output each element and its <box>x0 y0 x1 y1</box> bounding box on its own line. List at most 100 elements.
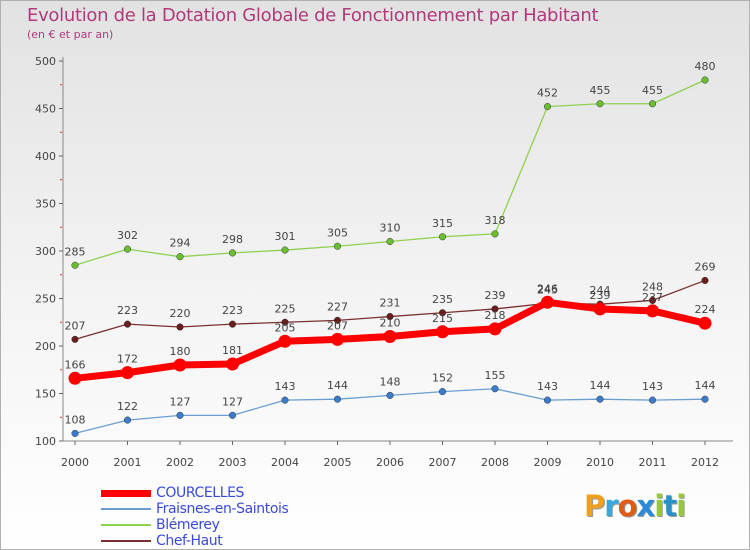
data-label-bl-merey: 285 <box>65 245 86 258</box>
data-label-courcelles: 210 <box>380 317 401 330</box>
point-bl-merey <box>543 103 552 111</box>
data-label-courcelles: 224 <box>695 303 716 316</box>
data-label-bl-merey: 301 <box>275 230 296 243</box>
data-label-chef-haut: 244 <box>590 284 611 297</box>
legend-label-blemerey: Blémerey <box>156 517 220 533</box>
point-courcelles <box>488 322 502 336</box>
point-courcelles <box>541 295 554 309</box>
data-label-courcelles: 181 <box>222 344 243 357</box>
data-label-bl-merey: 294 <box>170 237 191 250</box>
data-label-fraisnes-en-saintois: 108 <box>65 413 86 426</box>
legend-swatch-fraisnes <box>101 508 151 510</box>
legend-item-courcelles[interactable]: COURCELLES <box>101 485 288 501</box>
data-label-courcelles: 215 <box>432 312 453 325</box>
point-chef-haut <box>701 276 709 285</box>
data-label-chef-haut: 248 <box>642 280 663 293</box>
point-bl-merey <box>386 237 394 246</box>
legend-swatch-blemerey <box>101 524 151 526</box>
point-chef-haut <box>386 313 394 321</box>
point-courcelles <box>278 334 292 348</box>
point-bl-merey <box>596 100 604 108</box>
point-chef-haut <box>228 320 237 328</box>
data-label-bl-merey: 305 <box>327 226 348 239</box>
legend-swatch-chef-haut <box>101 540 151 542</box>
data-label-bl-merey: 310 <box>380 222 401 235</box>
point-courcelles <box>226 357 239 371</box>
point-fraisnes-en-saintois <box>648 396 657 404</box>
point-chef-haut <box>123 320 132 328</box>
point-bl-merey <box>281 246 289 254</box>
data-label-bl-merey: 480 <box>695 60 716 73</box>
x-tick-label: 2009 <box>534 456 562 469</box>
point-fraisnes-en-saintois <box>71 429 79 437</box>
chart-svg: 100 150 200 250 300 350 400 450 500 2000 2001 2002 2… <box>35 55 733 469</box>
data-label-courcelles: 246 <box>537 282 558 295</box>
y-tick-label: 350 <box>35 198 56 211</box>
y-tick-label: 200 <box>35 340 56 353</box>
data-label-chef-haut: 231 <box>380 297 401 310</box>
point-bl-merey <box>438 233 447 241</box>
y-tick-label: 400 <box>35 150 56 163</box>
x-tick-label: 2010 <box>586 456 614 469</box>
point-chef-haut <box>71 335 79 343</box>
data-label-fraisnes-en-saintois: 143 <box>537 380 558 393</box>
data-label-chef-haut: 223 <box>222 304 243 317</box>
point-chef-haut <box>176 323 184 331</box>
point-courcelles <box>593 302 607 316</box>
proxiti-logo: Proxiti <box>584 489 686 523</box>
point-bl-merey <box>701 76 709 84</box>
data-label-courcelles: 205 <box>275 321 296 334</box>
point-chef-haut <box>648 296 657 304</box>
data-label-courcelles: 207 <box>327 319 348 332</box>
data-label-bl-merey: 455 <box>590 84 611 97</box>
data-label-bl-merey: 452 <box>537 87 558 100</box>
x-tick-label: 2002 <box>166 456 194 469</box>
data-label-bl-merey: 302 <box>117 229 138 242</box>
point-courcelles <box>436 325 449 339</box>
point-bl-merey <box>123 245 132 253</box>
legend: COURCELLES Fraisnes-en-Saintois Blémerey… <box>101 485 289 549</box>
x-tick-label: 2001 <box>114 456 142 469</box>
point-fraisnes-en-saintois <box>333 395 342 403</box>
x-tick-label: 2012 <box>691 456 719 469</box>
point-fraisnes-en-saintois <box>438 388 447 396</box>
y-tick-label: 300 <box>35 245 56 258</box>
x-tick-label: 2005 <box>324 456 352 469</box>
data-label-fraisnes-en-saintois: 127 <box>170 395 191 408</box>
point-chef-haut <box>333 316 342 324</box>
legend-item-chef-haut[interactable]: Chef-Haut <box>101 533 288 549</box>
data-label-bl-merey: 455 <box>642 84 663 97</box>
chart-subtitle: (en € et par an) <box>27 28 114 41</box>
data-label-bl-merey: 315 <box>432 217 453 230</box>
x-tick-label: 2011 <box>639 456 667 469</box>
data-label-fraisnes-en-saintois: 143 <box>275 380 296 393</box>
data-label-fraisnes-en-saintois: 122 <box>117 400 138 413</box>
chart-title: Evolution de la Dotation Globale de Fonc… <box>27 5 599 26</box>
y-tick-label: 250 <box>35 293 56 306</box>
point-bl-merey <box>228 249 237 257</box>
data-label-fraisnes-en-saintois: 127 <box>222 395 243 408</box>
point-fraisnes-en-saintois <box>228 411 237 419</box>
point-chef-haut <box>438 309 447 317</box>
legend-label-courcelles: COURCELLES <box>156 485 245 501</box>
point-fraisnes-en-saintois <box>386 391 394 399</box>
legend-swatch-courcelles <box>101 489 151 497</box>
legend-item-fraisnes[interactable]: Fraisnes-en-Saintois <box>101 501 289 517</box>
data-label-courcelles: 180 <box>170 345 191 358</box>
point-courcelles <box>646 304 659 318</box>
y-tick-label: 500 <box>35 55 56 68</box>
data-label-bl-merey: 298 <box>222 233 243 246</box>
data-label-chef-haut: 239 <box>485 289 506 302</box>
x-tick-label: 2000 <box>61 456 89 469</box>
data-label-chef-haut: 245 <box>537 283 558 296</box>
legend-item-blemerey[interactable]: Blémerey <box>101 517 288 533</box>
data-label-chef-haut: 235 <box>432 293 453 306</box>
x-tick-label: 2006 <box>376 456 404 469</box>
data-label-chef-haut: 227 <box>327 300 348 313</box>
legend-label-chef-haut: Chef-Haut <box>156 533 223 549</box>
data-label-chef-haut: 207 <box>65 319 86 332</box>
data-label-courcelles: 218 <box>485 309 506 322</box>
x-tick-label: 2003 <box>219 456 247 469</box>
data-label-fraisnes-en-saintois: 144 <box>590 379 611 392</box>
point-courcelles <box>383 330 397 343</box>
